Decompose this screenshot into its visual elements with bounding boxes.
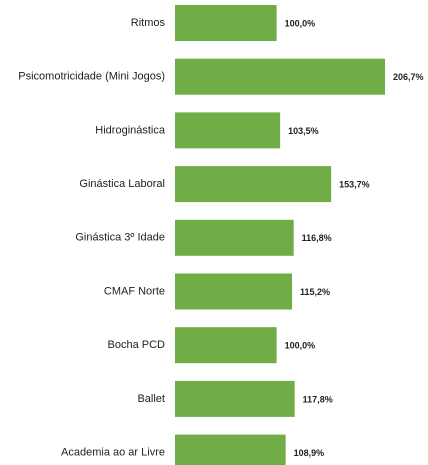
category-label: Ballet bbox=[137, 393, 165, 405]
bar bbox=[175, 219, 294, 256]
bar bbox=[175, 58, 385, 95]
category-label: Ritmos bbox=[131, 17, 166, 29]
value-label: 116,8% bbox=[302, 233, 332, 243]
category-label: Hidroginástica bbox=[95, 124, 166, 136]
value-label: 100,0% bbox=[285, 18, 316, 28]
bar bbox=[175, 380, 295, 417]
value-label: 117,8% bbox=[303, 394, 333, 404]
value-label: 153,7% bbox=[339, 179, 370, 189]
category-label: Ginástica Laboral bbox=[79, 178, 165, 190]
bar bbox=[175, 166, 332, 203]
value-label: 103,5% bbox=[288, 126, 319, 136]
value-label: 115,2% bbox=[300, 287, 330, 297]
category-label: Academia ao ar Livre bbox=[61, 447, 165, 459]
value-label: 206,7% bbox=[393, 72, 424, 82]
category-label: CMAF Norte bbox=[104, 285, 165, 297]
bar bbox=[175, 327, 277, 364]
bar bbox=[175, 5, 277, 41]
bar bbox=[175, 112, 281, 149]
category-label: Ginástica 3º Idade bbox=[75, 232, 165, 244]
category-label: Psicomotricidade (Mini Jogos) bbox=[18, 71, 165, 83]
value-label: 100,0% bbox=[285, 341, 316, 351]
value-label: 108,9% bbox=[294, 448, 325, 458]
bar bbox=[175, 434, 286, 465]
category-label: Bocha PCD bbox=[108, 339, 166, 351]
bar bbox=[175, 273, 293, 310]
